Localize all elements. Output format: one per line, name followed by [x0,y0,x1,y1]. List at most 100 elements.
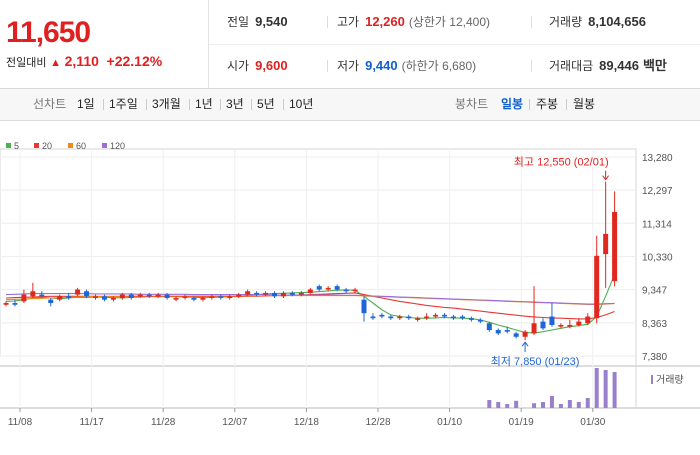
legend-label: 60 [76,141,86,151]
divider [529,99,530,110]
price-box: 11,650 전일대비 ▲ 2,110 +22.12% [0,0,209,88]
candle-body [182,296,188,298]
divider [283,99,284,110]
volume-legend-swatch [651,375,653,384]
candle-body [93,296,98,298]
volume-bar [514,400,519,408]
candle-body [39,294,45,297]
candle-monthly[interactable]: 월봉 [573,97,596,111]
volume-label: 거래량 [656,374,684,386]
candle-body [495,330,501,334]
quote-panel: 11,650 전일대비 ▲ 2,110 +22.12% 전일 9,540 고가 12… [0,0,700,89]
candle-body [298,292,304,295]
candle-body [307,289,313,293]
y-tick-label: 9,347 [642,286,667,297]
volume-bar [603,370,608,408]
legend-swatch [34,143,39,148]
x-tick-label: 12/07 [222,417,247,428]
chart-svg[interactable]: 13,280 12,297 11,314 10,330 9,347 8,363 7,380 1… [0,121,700,450]
legend-swatch [68,143,73,148]
low-label: 저가 [337,59,360,73]
moving-average-line [5,293,615,305]
candle-body [254,292,260,295]
candle-body [66,296,72,298]
divider [251,99,252,110]
candle-body [227,296,233,298]
period-3y[interactable]: 3년 [226,97,244,111]
period-3m[interactable]: 3개월 [152,97,181,111]
price-chart[interactable]: 13,280 12,297 11,314 10,330 9,347 8,363 7,380 1… [0,121,700,450]
volume-bar [549,396,554,408]
candle-body [477,319,483,322]
x-tick-label: 11/17 [79,417,104,428]
line-chart-label: 선차트 [33,97,67,111]
candle-body [603,233,609,255]
amount-unit: 백만 [642,58,667,73]
x-tick-label: 11/08 [8,417,33,428]
divider [531,16,532,28]
prev-close-label: 전일 [227,15,250,29]
candle-body [146,294,152,297]
candle-body [397,316,403,319]
low-arrow-head [521,341,529,347]
prev-close-value: 9,540 [255,14,288,29]
candle-body [504,330,510,332]
current-price: 11,650 [6,16,91,49]
period-1w[interactable]: 1주일 [109,97,138,111]
stats-row-2: 시가 9,600 저가 9,440 (하한가 6,680) 거래대금 89,446 백만 [209,44,700,88]
high-arrow-head [602,175,610,181]
candle-body [343,289,349,292]
y-tick-label: 10,330 [642,253,673,264]
volume-bar [612,372,617,408]
candle-body [173,297,179,300]
divider [531,60,532,72]
prev-close: 전일 9,540 [227,0,288,44]
change-percent: +22.12% [106,53,163,69]
candle-daily[interactable]: 일봉 [501,97,524,111]
lower-limit-note: (하한가 6,680) [401,59,477,73]
legend-swatch [6,143,11,148]
period-5y[interactable]: 5년 [257,97,275,111]
quote-stats: 전일 9,540 고가 12,260 (상한가 12,400) 거래량 8,104,65… [209,0,700,88]
legend-label: 5 [14,141,19,151]
period-1y[interactable]: 1년 [195,97,213,111]
candle-body [57,296,63,300]
volume-bar [541,402,545,408]
period-10y[interactable]: 10년 [289,97,314,111]
legend-label: 20 [42,141,52,151]
day-low: 저가 9,440 (하한가 6,680) [337,44,476,88]
x-tick-label: 12/28 [365,417,390,428]
change-row: 전일대비 ▲ 2,110 +22.12% [6,53,162,70]
period-1d[interactable]: 1일 [77,97,95,111]
moving-average-line [5,274,616,334]
candle-body [594,255,600,319]
candle-body [12,303,18,305]
candle-body [289,292,295,295]
candle-body [513,333,519,337]
divider [103,99,104,110]
candle-body [415,318,421,320]
open-price: 시가 9,600 [227,44,288,88]
divider [327,16,328,28]
volume-bar [558,404,563,408]
volume-bar [487,400,492,408]
candle-body [48,299,54,304]
volume-bar [496,402,501,408]
candle-body [531,323,537,334]
candle-body [137,294,143,297]
candle-body [612,211,618,282]
candle-body [370,316,376,319]
high-label: 고가 [337,15,360,29]
y-tick-label: 13,280 [642,153,673,164]
candle-body [3,303,9,305]
x-tick-label: 11/28 [151,417,176,428]
open-value: 9,600 [255,58,288,73]
candle-body [218,296,224,298]
change-value: 2,110 [64,53,99,69]
candle-weekly[interactable]: 주봉 [536,97,559,111]
candle-body [549,316,555,325]
candle-body [406,316,412,319]
divider [146,99,147,110]
candle-body [75,289,81,295]
triangle-up-icon: ▲ [50,57,61,69]
